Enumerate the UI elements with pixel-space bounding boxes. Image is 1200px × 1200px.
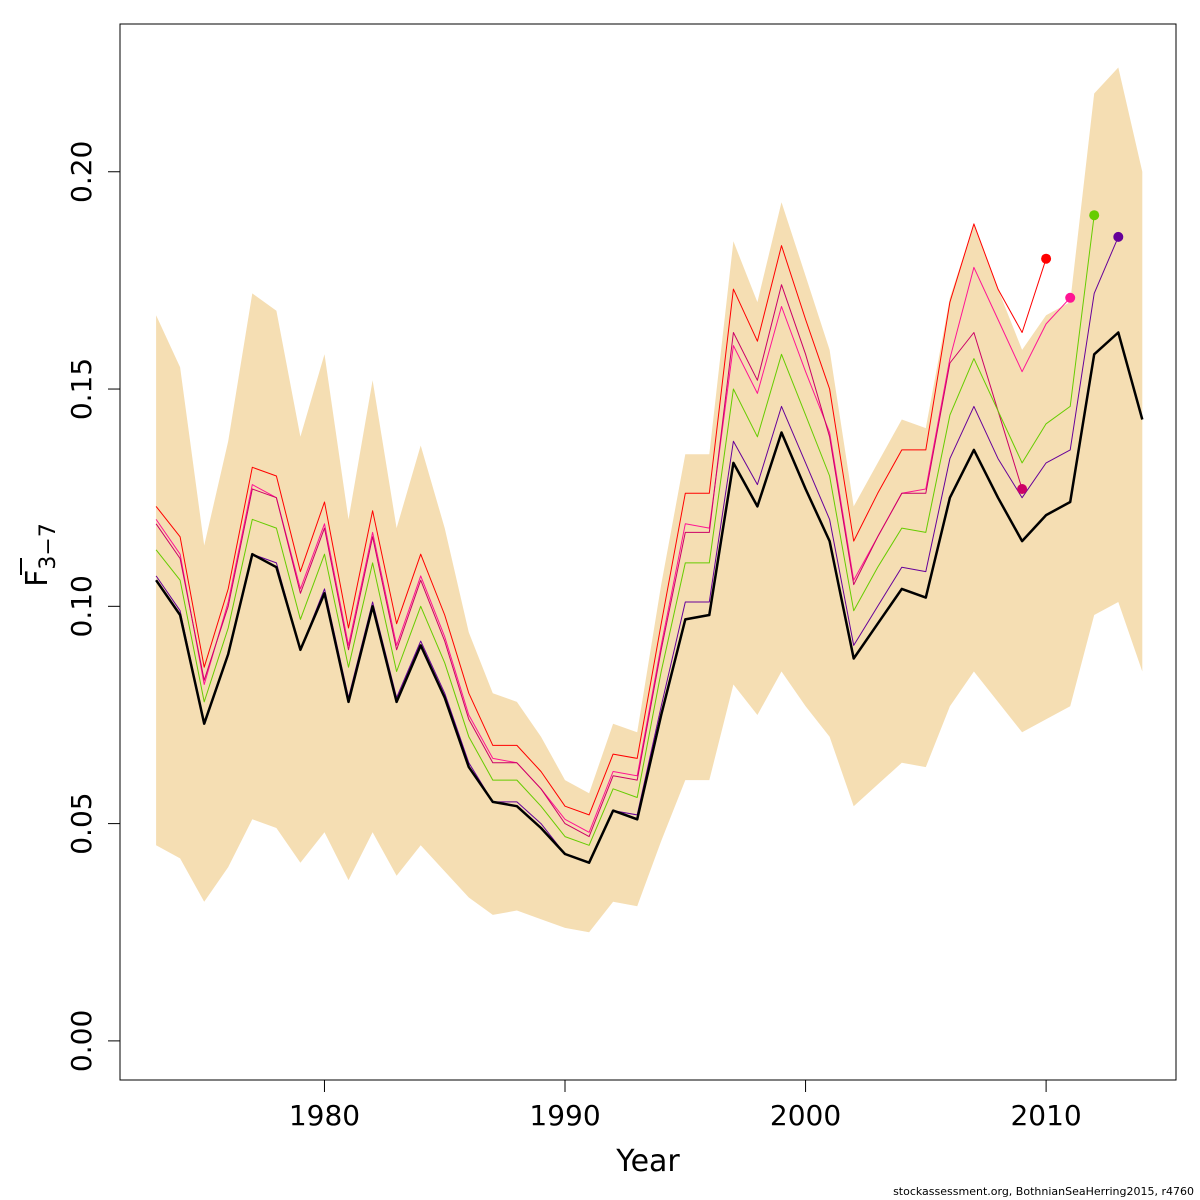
y-tick-label: 0.05 <box>65 792 98 854</box>
y-axis-title-main: F <box>20 570 55 587</box>
y-tick-label: 0.15 <box>65 358 98 420</box>
y-tick-label: 0.00 <box>65 1010 98 1072</box>
footer-credit: stockassessment.org, BothnianSeaHerring2… <box>893 1185 1194 1198</box>
series-line-6 <box>155 331 1144 864</box>
svg-text:F3−7: F3−7 <box>20 523 61 587</box>
series-line-2 <box>155 266 1071 833</box>
series-endpoint-5 <box>1113 231 1124 242</box>
series-endpoint-1 <box>1041 253 1052 264</box>
y-tick-label: 0.20 <box>65 141 98 203</box>
y-axis-title-sub: 3−7 <box>36 523 61 569</box>
y-axis-title: F3−7 <box>20 523 61 587</box>
confidence-band-layer <box>156 67 1143 933</box>
endpoint-layer <box>1017 210 1124 494</box>
y-axis: 0.00 0.05 0.10 0.15 0.20 <box>65 141 121 1072</box>
series-line-3 <box>155 284 1023 838</box>
series-line-1 <box>155 223 1047 816</box>
x-axis-title: Year <box>615 1144 680 1179</box>
series-layer <box>155 215 1144 864</box>
x-tick-label: 2000 <box>770 1099 841 1132</box>
confidence-band <box>156 67 1143 933</box>
x-tick-label: 2010 <box>1010 1099 1081 1132</box>
x-tick-label: 1990 <box>529 1099 600 1132</box>
y-tick-label: 0.10 <box>65 575 98 637</box>
x-tick-label: 1980 <box>289 1099 360 1132</box>
series-endpoint-4 <box>1089 210 1100 221</box>
series-endpoint-2 <box>1065 292 1076 303</box>
x-axis: 1980 1990 2000 2010 <box>289 1079 1082 1132</box>
series-line-4 <box>155 215 1095 846</box>
series-endpoint-3 <box>1017 484 1028 494</box>
